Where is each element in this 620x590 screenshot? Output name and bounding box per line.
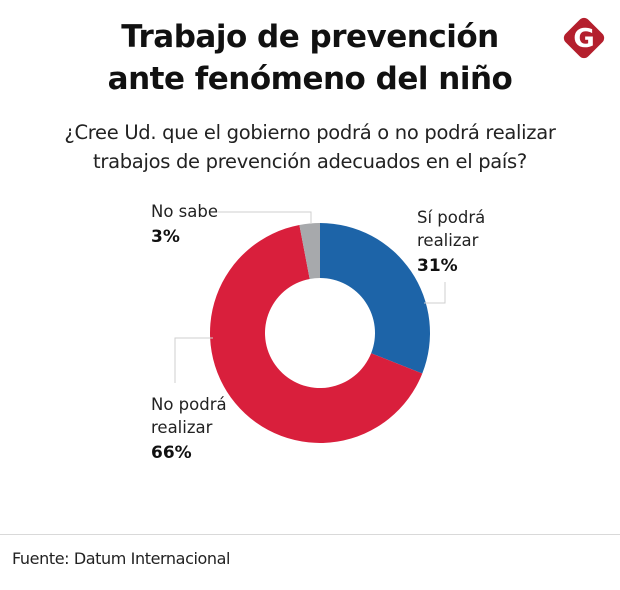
slice-label-si-podra-name-2: realizar bbox=[417, 231, 479, 250]
slice-label-no-sabe: No sabe 3% bbox=[151, 200, 218, 249]
donut-slice-s-podr-realizar bbox=[320, 223, 430, 374]
leader-line-no-sabe bbox=[218, 211, 312, 224]
chart-subtitle: ¿Cree Ud. que el gobierno podrá o no pod… bbox=[0, 118, 620, 176]
leader-line-no-podra bbox=[174, 337, 213, 383]
slice-label-si-podra-name-1: Sí podrá bbox=[417, 208, 486, 227]
donut-slices bbox=[210, 223, 430, 444]
chart-subtitle-line-2: trabajos de prevención adecuados en el p… bbox=[93, 150, 527, 173]
slice-label-si-podra-value: 31% bbox=[417, 256, 458, 276]
slice-label-no-sabe-name: No sabe bbox=[151, 202, 219, 221]
chart-title: Trabajo de prevención ante fenómeno del … bbox=[0, 16, 620, 100]
slice-label-no-podra-value: 66% bbox=[151, 443, 192, 463]
logo-diamond bbox=[563, 17, 605, 59]
chart-title-line-2: ante fenómeno del niño bbox=[107, 61, 513, 97]
slice-label-si-podra: Sí podrá realizar 31% bbox=[417, 206, 485, 278]
slice-label-no-podra-name-1: No podrá bbox=[151, 395, 227, 414]
g-diamond-logo-icon: G bbox=[563, 17, 605, 59]
leader-lines bbox=[174, 211, 446, 383]
slice-label-no-sabe-value: 3% bbox=[151, 227, 180, 247]
leader-line-si-podra bbox=[424, 282, 446, 304]
logo-letter: G bbox=[573, 24, 594, 54]
donut-chart bbox=[174, 211, 446, 444]
slice-label-no-podra: No podrá realizar 66% bbox=[151, 393, 227, 465]
chart-subtitle-line-1: ¿Cree Ud. que el gobierno podrá o no pod… bbox=[64, 121, 556, 144]
source-note: Fuente: Datum Internacional bbox=[12, 549, 231, 568]
donut-slice-no-sabe bbox=[299, 223, 320, 279]
chart-title-line-1: Trabajo de prevención bbox=[121, 19, 499, 55]
footer-divider bbox=[0, 534, 620, 535]
slice-label-no-podra-name-2: realizar bbox=[151, 418, 213, 437]
donut-slice-no-podr-realizar bbox=[210, 224, 423, 444]
